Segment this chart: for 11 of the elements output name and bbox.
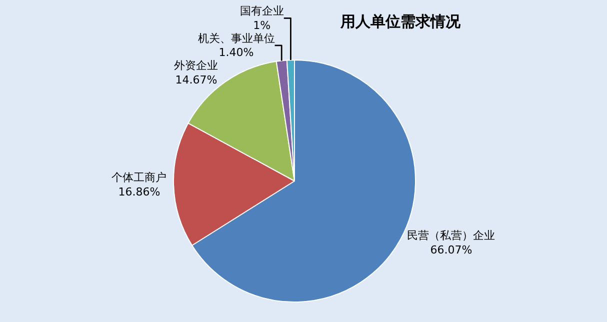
data-label: 16.86% — [118, 185, 160, 198]
data-label: 1.40% — [218, 46, 254, 60]
data-label: 14.67% — [175, 73, 218, 86]
slice-label: 国有企业 — [240, 4, 284, 18]
slice-label: 民营（私营）企业 — [407, 229, 496, 242]
slice-label: 外资企业 — [174, 59, 218, 72]
slice-label: 机关、事业单位 — [198, 32, 275, 45]
slice-label: 个体工商户 — [112, 171, 167, 184]
data-label: 1% — [253, 18, 271, 32]
data-label: 66.07% — [430, 243, 472, 256]
text: 用人单位需求情况 — [340, 12, 462, 31]
